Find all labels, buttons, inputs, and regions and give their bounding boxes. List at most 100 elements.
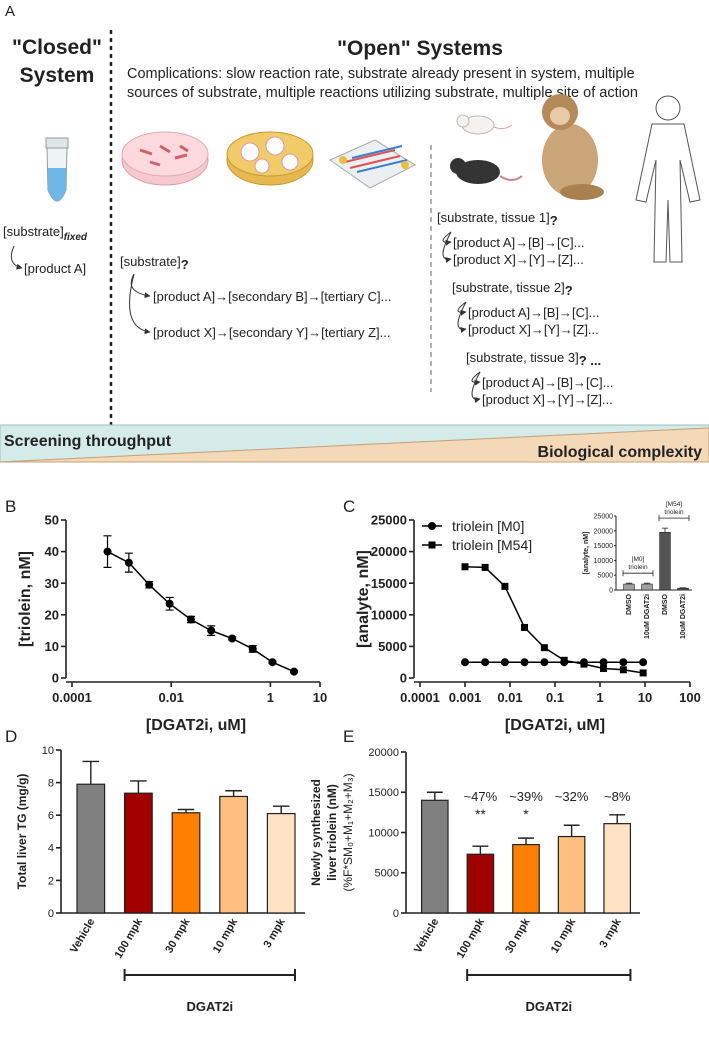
error-bar: [661, 527, 669, 533]
point: [207, 626, 216, 635]
point: [520, 623, 528, 631]
panel-label: D: [5, 727, 17, 746]
group-label: DGAT2i: [186, 999, 233, 1014]
y-tick-label: 25000: [594, 513, 614, 520]
x-tick-label: DMSO: [626, 593, 633, 615]
error-bar: [177, 808, 195, 813]
point: [600, 665, 608, 673]
y-tick-label: 4: [48, 843, 54, 855]
group-bracket: [466, 969, 632, 981]
x-tick-label: 10 mpk: [549, 916, 579, 956]
chart: B 0 10 20 30 40 50 [triolein, nM] 0.0001 0.01 1 10 […: [5, 497, 327, 734]
complications: sources of substrate, multiple reactions…: [127, 85, 638, 101]
x-tick-label: 100 mpk: [455, 916, 488, 961]
y-tick-label: 40: [45, 544, 59, 559]
y-tick-label: 0: [48, 908, 54, 920]
bar: [420, 799, 449, 914]
point: [540, 658, 549, 667]
group-label: DGAT2i: [525, 999, 572, 1014]
bar: [677, 587, 689, 591]
y-tick-label: 10: [45, 639, 59, 654]
tube-icon: [45, 137, 69, 202]
significance: *: [523, 806, 529, 822]
dish-icons: [121, 131, 417, 189]
y-tick-label: 25000: [371, 513, 407, 528]
y-axis-label: Total liver TG (mg/g): [15, 774, 29, 890]
legend-label: triolein [M54]: [452, 537, 532, 553]
legend-marker: [428, 541, 436, 549]
closed-title: System: [20, 64, 95, 87]
throughput-wedge: [0, 424, 709, 463]
group-bracket: [123, 969, 297, 981]
point: [268, 658, 277, 667]
x-tick-label: 100: [679, 690, 701, 705]
substrate: [substrate]?: [120, 254, 189, 272]
y-axis-label: [triolein, nM]: [17, 551, 34, 647]
legend-label: triolein [M0]: [452, 518, 524, 534]
point: [290, 667, 299, 676]
arrow: [10, 245, 23, 270]
y-tick-label: 0: [52, 671, 59, 686]
arrow: [471, 371, 481, 403]
chain: [product X]→[secondary Y]→[tertiary Z]..…: [153, 325, 390, 340]
panel-a: A "Closed" System "Open" Systems Complic…: [0, 3, 709, 463]
tissue-mark: ? ...: [579, 353, 601, 368]
bar: [557, 835, 586, 914]
bar: [623, 583, 635, 591]
x-tick-label: 10 mpk: [211, 916, 241, 956]
y-axis-label: [analyte, nM]: [355, 550, 372, 648]
panel-label: E: [343, 727, 354, 746]
point: [520, 658, 529, 667]
group-label: triolein: [664, 509, 684, 516]
tissue-label: [substrate, tissue 2]: [452, 280, 565, 295]
x-tick-label: 0.01: [497, 690, 522, 705]
complexity-wedge: [0, 427, 709, 463]
x-tick-label: 0.001: [449, 690, 482, 705]
tissue-substrate: [substrate, tissue 3]? ...: [466, 350, 601, 368]
arrow: [457, 301, 467, 333]
point: [501, 582, 509, 590]
y-tick-label: 15000: [368, 787, 399, 799]
point: [228, 634, 237, 643]
y-tick-label: 15000: [594, 543, 614, 550]
point: [619, 666, 627, 674]
x-tick-label: 0.0001: [400, 690, 440, 705]
chain: [product A]→[secondary B]→[tertiary C]..…: [153, 289, 391, 304]
point: [461, 658, 469, 667]
y-tick-label: 15000: [371, 576, 407, 591]
chart: D 0 2 4 6 8 10 Total liver TG (mg/g) Vehicle 100 …: [5, 727, 305, 1014]
bar: [219, 795, 249, 914]
y-tick-label: 0: [400, 671, 407, 686]
x-tick-label: 30 mpk: [503, 916, 533, 956]
x-tick-label: 0.01: [159, 690, 184, 705]
chain: [product A]→[B]→[C]...: [468, 305, 600, 320]
change-label: ~47%: [464, 789, 498, 804]
group-bracket: [658, 515, 690, 522]
chart: 0 5000 10000 15000 20000 25000 [analyte, nM] DM…: [583, 501, 692, 639]
y-tick-label: 5000: [597, 573, 613, 580]
point: [619, 658, 628, 667]
change-label: ~39%: [509, 789, 543, 804]
bar: [641, 583, 653, 591]
x-axis-label: [DGAT2i, uM]: [505, 717, 605, 734]
chain: [product X]→[Y]→[Z]...: [453, 252, 584, 267]
chain: [product A]→[B]→[C]...: [482, 375, 614, 390]
arrow: [442, 231, 452, 246]
bar: [659, 531, 671, 591]
error-bar: [563, 824, 580, 837]
y-axis-label: (%F*SM₀+M₁+M₂+M₃): [341, 773, 355, 891]
x-tick-label: 3 mpk: [598, 916, 625, 950]
bar: [76, 783, 106, 914]
point: [500, 658, 509, 667]
y-tick-label: 50: [45, 513, 59, 528]
x-tick-label: 0.1: [546, 690, 564, 705]
point: [145, 580, 154, 589]
complications: Complications: slow reaction rate, subst…: [127, 66, 635, 82]
arrow: [471, 371, 481, 386]
throughput-label: Screening throughput: [4, 433, 172, 450]
error-bar: [643, 582, 651, 585]
x-tick-label: 1: [267, 690, 274, 705]
y-tick-label: 8: [48, 777, 54, 789]
point: [599, 658, 608, 667]
